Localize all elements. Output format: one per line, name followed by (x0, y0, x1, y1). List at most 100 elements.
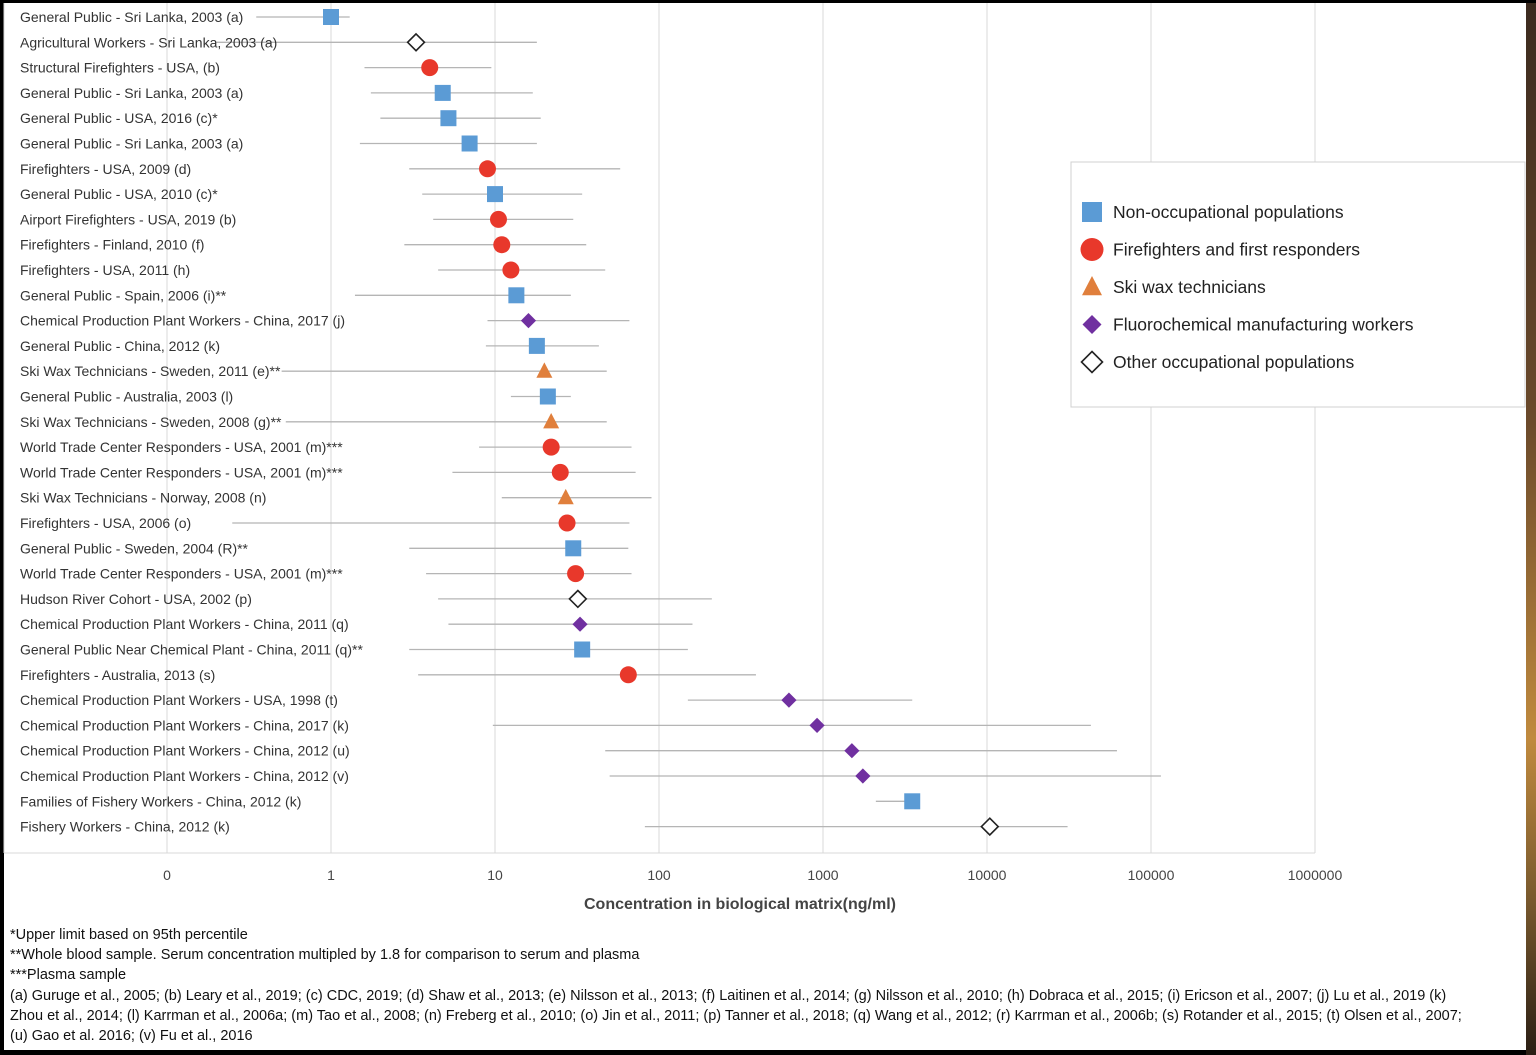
data-markers (323, 9, 1000, 837)
data-point-circle (489, 210, 507, 228)
row-label: Firefighters - USA, 2009 (d) (20, 161, 191, 177)
data-point-square (539, 388, 556, 405)
row-label: Chemical Production Plant Workers - Chin… (20, 768, 349, 784)
data-point-triangle (543, 413, 560, 429)
data-point-triangle (557, 488, 574, 505)
legend-label: Firefighters and first responders (1113, 240, 1360, 260)
row-label: General Public - Sri Lanka, 2003 (a) (20, 85, 243, 101)
data-point-diamond (572, 616, 588, 632)
x-tick-label: 10000 (968, 867, 1007, 883)
row-label: Chemical Production Plant Workers - Chin… (20, 313, 345, 329)
data-point-diamond (844, 743, 860, 759)
row-label: General Public - China, 2012 (k) (20, 338, 220, 354)
data-point-diamond (520, 313, 537, 329)
data-point-circle (551, 463, 569, 481)
row-label: General Public Near Chemical Plant - Chi… (20, 642, 363, 658)
footnote-whole-blood: **Whole blood sample. Serum concentratio… (10, 947, 640, 964)
data-point-circle (558, 514, 576, 532)
data-point-square (508, 287, 525, 304)
data-point-square (574, 641, 591, 658)
data-point-circle (502, 261, 520, 279)
row-label: Structural Firefighters - USA, (b) (20, 60, 220, 76)
footnotes: *Upper limit based on 95th percentile **… (10, 925, 1520, 1046)
footnote-upper-limit: *Upper limit based on 95th percentile (10, 927, 248, 943)
row-label: General Public - Spain, 2006 (i)** (20, 287, 227, 303)
data-point-diamond (781, 692, 797, 708)
top-border (0, 0, 1536, 3)
row-label: Agricultural Workers - Sri Lanka, 2003 (… (20, 34, 277, 50)
data-point-square (565, 540, 582, 557)
footnote-references-1: (a) Guruge et al., 2005; (b) Leary et al… (10, 987, 1447, 1004)
x-tick-label: 1000000 (1288, 867, 1343, 883)
data-point-diamond-open (980, 817, 1000, 837)
legend-label: Non-occupational populations (1113, 202, 1344, 222)
data-point-square (461, 135, 478, 152)
row-label: Firefighters - USA, 2011 (h) (20, 262, 190, 278)
footnote-references-3: (u) Gao et al. 2016; (v) Fu et al., 2016 (10, 1028, 253, 1045)
legend-marker-diamond-open (1080, 350, 1104, 374)
legend-box (1070, 161, 1526, 408)
data-point-triangle (536, 362, 553, 378)
data-point-circle (542, 438, 560, 456)
x-axis-ticks: 0 1 10 100 1000 10000 100000 1000000 (163, 867, 1342, 883)
data-point-circle (493, 236, 511, 254)
row-label: General Public - Sri Lanka, 2003 (a) (20, 9, 243, 25)
x-tick-label: 100000 (1128, 867, 1175, 883)
row-label: Chemical Production Plant Workers - Chin… (20, 743, 350, 759)
row-label: Hudson River Cohort - USA, 2002 (p) (20, 591, 252, 607)
data-point-square (434, 84, 451, 101)
row-label: Chemical Production Plant Workers - Chin… (20, 717, 349, 733)
row-label: General Public - Sri Lanka, 2003 (a) (20, 136, 243, 152)
row-label: Firefighters - Australia, 2013 (s) (20, 667, 215, 683)
data-point-circle (478, 160, 496, 178)
x-tick-label: 10 (487, 867, 503, 883)
row-label: Ski Wax Technicians - Norway, 2008 (n) (20, 490, 266, 506)
footnote-references-2: Zhou et al., 2014; (l) Karrman et al., 2… (10, 1007, 1462, 1024)
legend-marker-diamond (1082, 315, 1102, 334)
legend-marker-circle (1080, 238, 1104, 261)
row-label: Chemical Production Plant Workers - Chin… (20, 616, 349, 632)
x-axis-title: Concentration in biological matrix(ng/ml… (584, 896, 896, 913)
data-point-diamond (809, 717, 825, 733)
row-label: Airport Firefighters - USA, 2019 (b) (20, 211, 236, 227)
row-label: General Public - USA, 2010 (c)* (20, 186, 218, 202)
legend-label: Ski wax technicians (1113, 277, 1266, 297)
x-tick-label: 1 (327, 867, 335, 883)
error-bars (216, 16, 1161, 828)
row-label: World Trade Center Responders - USA, 200… (20, 464, 343, 480)
legend: Non-occupational populations Firefighters… (1070, 161, 1526, 408)
row-label: General Public - Australia, 2003 (l) (20, 389, 233, 405)
footnote-plasma: ***Plasma sample (10, 967, 127, 984)
gridlines (3, 3, 1316, 854)
row-label: Chemical Production Plant Workers - USA,… (20, 692, 338, 708)
row-label: Fishery Workers - China, 2012 (k) (20, 819, 230, 835)
row-label: Firefighters - USA, 2006 (o) (20, 515, 191, 531)
data-point-circle (619, 666, 637, 684)
row-label: General Public - Sweden, 2004 (R)** (20, 540, 249, 556)
row-label: World Trade Center Responders - USA, 200… (20, 566, 343, 582)
row-label: Firefighters - Finland, 2010 (f) (20, 237, 204, 253)
legend-label: Fluorochemical manufacturing workers (1113, 315, 1414, 335)
x-tick-label: 100 (647, 867, 671, 883)
row-label: Ski Wax Technicians - Sweden, 2008 (g)** (20, 414, 282, 430)
x-tick-label: 0 (163, 867, 171, 883)
row-label: World Trade Center Responders - USA, 200… (20, 439, 343, 455)
data-point-diamond (855, 768, 871, 784)
data-point-square (904, 793, 921, 810)
data-point-diamond-open (568, 589, 588, 609)
x-tick-label: 1000 (807, 867, 838, 883)
row-labels: General Public - Sri Lanka, 2003 (a) Agri… (20, 9, 363, 835)
data-point-square (487, 186, 503, 203)
data-point-circle (567, 565, 585, 583)
background-strip (1526, 0, 1536, 1055)
row-label: Ski Wax Technicians - Sweden, 2011 (e)** (20, 363, 281, 379)
legend-label: Other occupational populations (1113, 352, 1355, 372)
data-point-square (440, 110, 457, 127)
data-point-square (323, 9, 339, 25)
row-label: General Public - USA, 2016 (c)* (20, 110, 218, 126)
legend-marker-square (1082, 202, 1102, 222)
data-point-circle (421, 59, 439, 77)
row-label: Families of Fishery Workers - China, 201… (20, 793, 301, 809)
forest-plot-chart: General Public - Sri Lanka, 2003 (a) Agri… (3, 3, 1526, 913)
